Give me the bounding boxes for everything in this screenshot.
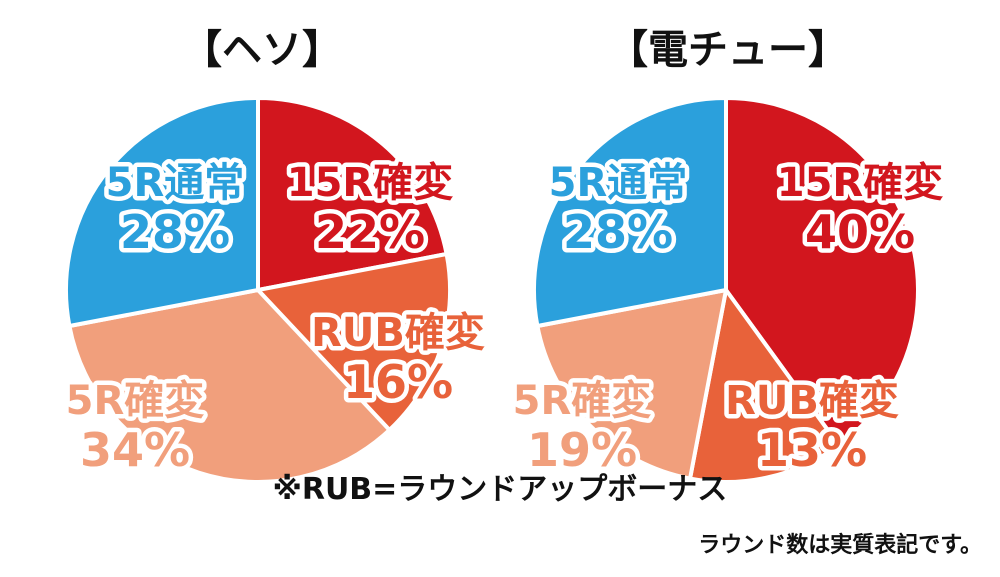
slice-label-heso-0: 15R確変 [287, 160, 453, 206]
slice-label-heso-3: 5R通常 [106, 160, 245, 206]
footnote: ※RUB=ラウンドアップボーナス [272, 472, 728, 507]
slice-label-heso-2: 5R確変 [66, 378, 205, 424]
slice-percent-denchu-2: 19% [527, 423, 637, 477]
slice-label-denchu-0: 15R確変 [777, 160, 943, 206]
slice-percent-denchu-0: 40% [805, 205, 915, 259]
slice-percent-denchu-3: 28% [563, 205, 673, 259]
pie-slice-heso-3 [64, 96, 260, 328]
slice-percent-denchu-1: 13% [757, 423, 867, 477]
slice-label-denchu-1: RUB確変 [725, 378, 899, 424]
slice-percent-heso-0: 22% [315, 205, 425, 259]
slice-percent-heso-3: 28% [120, 205, 230, 259]
slice-label-denchu-2: 5R確変 [513, 378, 652, 424]
pie-slice-denchu-0 [724, 96, 920, 448]
round-count-note: ラウンド数は実質表記です。 [698, 533, 982, 558]
chart-title-heso: 【ヘソ】 [182, 27, 342, 73]
pie-slice-denchu-3 [532, 96, 728, 328]
slice-percent-heso-2: 34% [80, 423, 190, 477]
slice-label-denchu-3: 5R通常 [549, 160, 688, 206]
pie-slice-heso-0 [256, 96, 449, 292]
pie-slice-denchu-2 [535, 288, 728, 481]
slice-label-heso-1: RUB確変 [311, 310, 485, 356]
pie-slice-heso-1 [256, 252, 452, 432]
pie-slice-denchu-1 [688, 288, 841, 484]
pie-slice-heso-2 [67, 288, 392, 484]
slice-percent-heso-1: 16% [343, 355, 453, 409]
chart-title-denchu: 【電チュー】 [608, 27, 848, 73]
